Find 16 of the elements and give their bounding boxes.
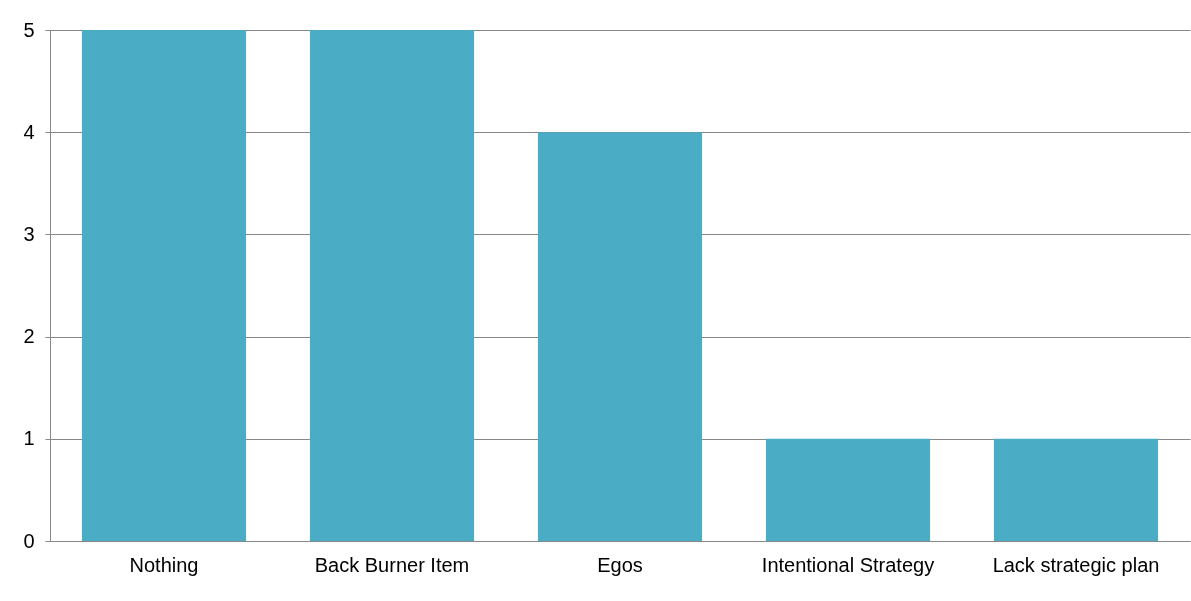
bar (537, 132, 703, 541)
bar (81, 30, 247, 541)
x-tick-label: Egos (597, 553, 643, 576)
bar (765, 438, 931, 541)
bar (993, 438, 1159, 541)
x-tick-label: Nothing (129, 553, 199, 576)
y-tick-label: 2 (23, 325, 35, 348)
y-tick-label: 3 (23, 222, 35, 245)
y-tick-label: 1 (23, 427, 35, 450)
x-tick-label: Lack strategic plan (992, 553, 1160, 576)
y-tick-label: 4 (23, 120, 35, 143)
x-tick-label: Back Burner Item (314, 553, 470, 576)
y-tick-label: 5 (23, 18, 35, 41)
y-tick-label: 0 (23, 529, 35, 552)
x-tick-label: Intentional Strategy (761, 553, 935, 576)
bar (309, 30, 475, 541)
